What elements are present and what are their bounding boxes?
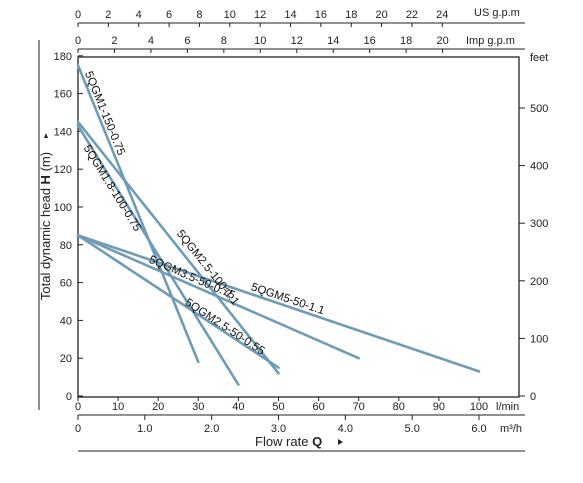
x-tick-label: 0 bbox=[75, 401, 81, 413]
lmin-unit-label: l/min bbox=[496, 401, 519, 413]
us-gpm-tick-label: 14 bbox=[284, 9, 296, 21]
series-line bbox=[76, 64, 200, 364]
m3h-tick-label: 0 bbox=[75, 423, 81, 435]
x-tick-label: 80 bbox=[393, 401, 405, 413]
feet-tick-label: 0 bbox=[530, 391, 536, 403]
y-axis-arrow-icon bbox=[44, 133, 48, 138]
us-gpm-tick-label: 22 bbox=[406, 9, 418, 21]
y-axis-title: Total dynamic head H (m) bbox=[38, 152, 53, 300]
feet-tick-label: 300 bbox=[530, 218, 548, 230]
feet-tick-label: 400 bbox=[530, 161, 548, 173]
us-gpm-tick-label: 12 bbox=[254, 9, 266, 21]
series-label: 5QGM1.8-100-0.75 bbox=[81, 143, 143, 234]
y-axis-title-symbol: H bbox=[38, 175, 53, 184]
x-axis-m3h-ticks: 0 1.0 2.0 3.0 4.0 5.0 6.0 bbox=[75, 415, 487, 435]
x-tick-label: 50 bbox=[272, 401, 284, 413]
us-gpm-tick-label: 24 bbox=[436, 9, 448, 21]
y-tick-label: 160 bbox=[54, 89, 72, 101]
us-gpm-tick-label: 16 bbox=[315, 9, 327, 21]
imp-gpm-tick-label: 2 bbox=[111, 35, 117, 47]
x-tick-label: 60 bbox=[312, 401, 324, 413]
us-gpm-unit-label: US g.p.m bbox=[474, 7, 520, 19]
x-axis-title-symbol: Q bbox=[312, 434, 322, 449]
us-gpm-tick-label: 20 bbox=[375, 9, 387, 21]
series-labels: 5QGM1-150-0.755QGM2.5-100-1.15QGM1.8-100… bbox=[81, 70, 326, 358]
feet-unit-label: feet bbox=[530, 52, 548, 64]
y-axis-feet-ticks: 0 100 200 300 400 500 bbox=[519, 103, 548, 403]
m3h-tick-label: 1.0 bbox=[137, 423, 152, 435]
x-tick-label: 30 bbox=[192, 401, 204, 413]
y-tick-label: 120 bbox=[54, 164, 72, 176]
x-axis-lmin-ticks: 0 10 20 30 40 50 60 70 80 90 100 bbox=[75, 397, 488, 413]
y-axis-meters-ticks: 0 20 40 60 80 100 120 140 160 180 bbox=[54, 51, 83, 403]
x-axis-arrow-icon bbox=[338, 439, 343, 445]
imp-gpm-tick-label: 14 bbox=[327, 35, 339, 47]
y-tick-label: 100 bbox=[54, 202, 72, 214]
y-tick-label: 40 bbox=[60, 315, 72, 327]
us-gpm-tick-label: 2 bbox=[105, 9, 111, 21]
us-gpm-tick-label: 10 bbox=[224, 9, 236, 21]
series-line bbox=[76, 234, 280, 369]
series-line bbox=[76, 124, 240, 387]
us-gpm-ticks: 0 2 4 6 8 10 12 14 16 18 20 22 24 bbox=[75, 9, 448, 27]
x-tick-label: 10 bbox=[112, 401, 124, 413]
imp-gpm-tick-label: 6 bbox=[184, 35, 190, 47]
series-line bbox=[76, 234, 481, 373]
imp-gpm-unit-label: Imp g.p.m bbox=[466, 35, 515, 47]
feet-tick-label: 200 bbox=[530, 276, 548, 288]
series-line bbox=[76, 120, 280, 375]
y-tick-label: 180 bbox=[54, 51, 72, 63]
imp-gpm-tick-label: 10 bbox=[254, 35, 266, 47]
y-axis-title-prefix: Total dynamic head bbox=[38, 184, 53, 300]
us-gpm-tick-label: 0 bbox=[75, 9, 81, 21]
x-tick-label: 20 bbox=[152, 401, 164, 413]
series-lines bbox=[76, 64, 481, 387]
m3h-tick-label: 4.0 bbox=[338, 423, 353, 435]
imp-gpm-tick-label: 8 bbox=[221, 35, 227, 47]
feet-tick-label: 500 bbox=[530, 103, 548, 115]
x-tick-label: 90 bbox=[433, 401, 445, 413]
m3h-tick-label: 6.0 bbox=[471, 423, 486, 435]
us-gpm-tick-label: 8 bbox=[196, 9, 202, 21]
m3h-tick-label: 3.0 bbox=[271, 423, 286, 435]
imp-gpm-tick-label: 20 bbox=[436, 35, 448, 47]
x-axis-title: Flow rate Q bbox=[255, 434, 322, 449]
y-axis-title-unit: (m) bbox=[38, 152, 53, 175]
top-axes: US g.p.m 0 2 4 6 8 10 12 14 16 18 20 22 24 Imp g.p.m… bbox=[75, 7, 525, 53]
series-label: 5QGM5-50-1.1 bbox=[249, 281, 326, 317]
us-gpm-tick-label: 6 bbox=[166, 9, 172, 21]
imp-gpm-tick-label: 18 bbox=[400, 35, 412, 47]
us-gpm-tick-label: 18 bbox=[345, 9, 357, 21]
imp-gpm-tick-label: 0 bbox=[75, 35, 81, 47]
imp-gpm-ticks: 0 2 4 6 8 10 12 14 16 18 20 bbox=[75, 35, 449, 53]
feet-tick-label: 100 bbox=[530, 333, 548, 345]
x-tick-label: 100 bbox=[470, 401, 488, 413]
x-tick-label: 40 bbox=[232, 401, 244, 413]
x-axis-title-prefix: Flow rate bbox=[255, 434, 312, 449]
imp-gpm-tick-label: 16 bbox=[364, 35, 376, 47]
plot-frame bbox=[77, 56, 520, 398]
us-gpm-tick-label: 4 bbox=[136, 9, 142, 21]
m3h-unit-label: m³/h bbox=[500, 423, 522, 435]
y-tick-label: 80 bbox=[60, 240, 72, 252]
imp-gpm-tick-label: 4 bbox=[148, 35, 154, 47]
m3h-tick-label: 5.0 bbox=[405, 423, 420, 435]
imp-gpm-tick-label: 12 bbox=[291, 35, 303, 47]
y-tick-label: 140 bbox=[54, 126, 72, 138]
m3h-tick-label: 2.0 bbox=[204, 423, 219, 435]
y-tick-label: 20 bbox=[60, 353, 72, 365]
series-line bbox=[76, 234, 361, 360]
y-tick-label: 60 bbox=[60, 278, 72, 290]
y-tick-label: 0 bbox=[66, 391, 72, 403]
x-tick-label: 70 bbox=[353, 401, 365, 413]
